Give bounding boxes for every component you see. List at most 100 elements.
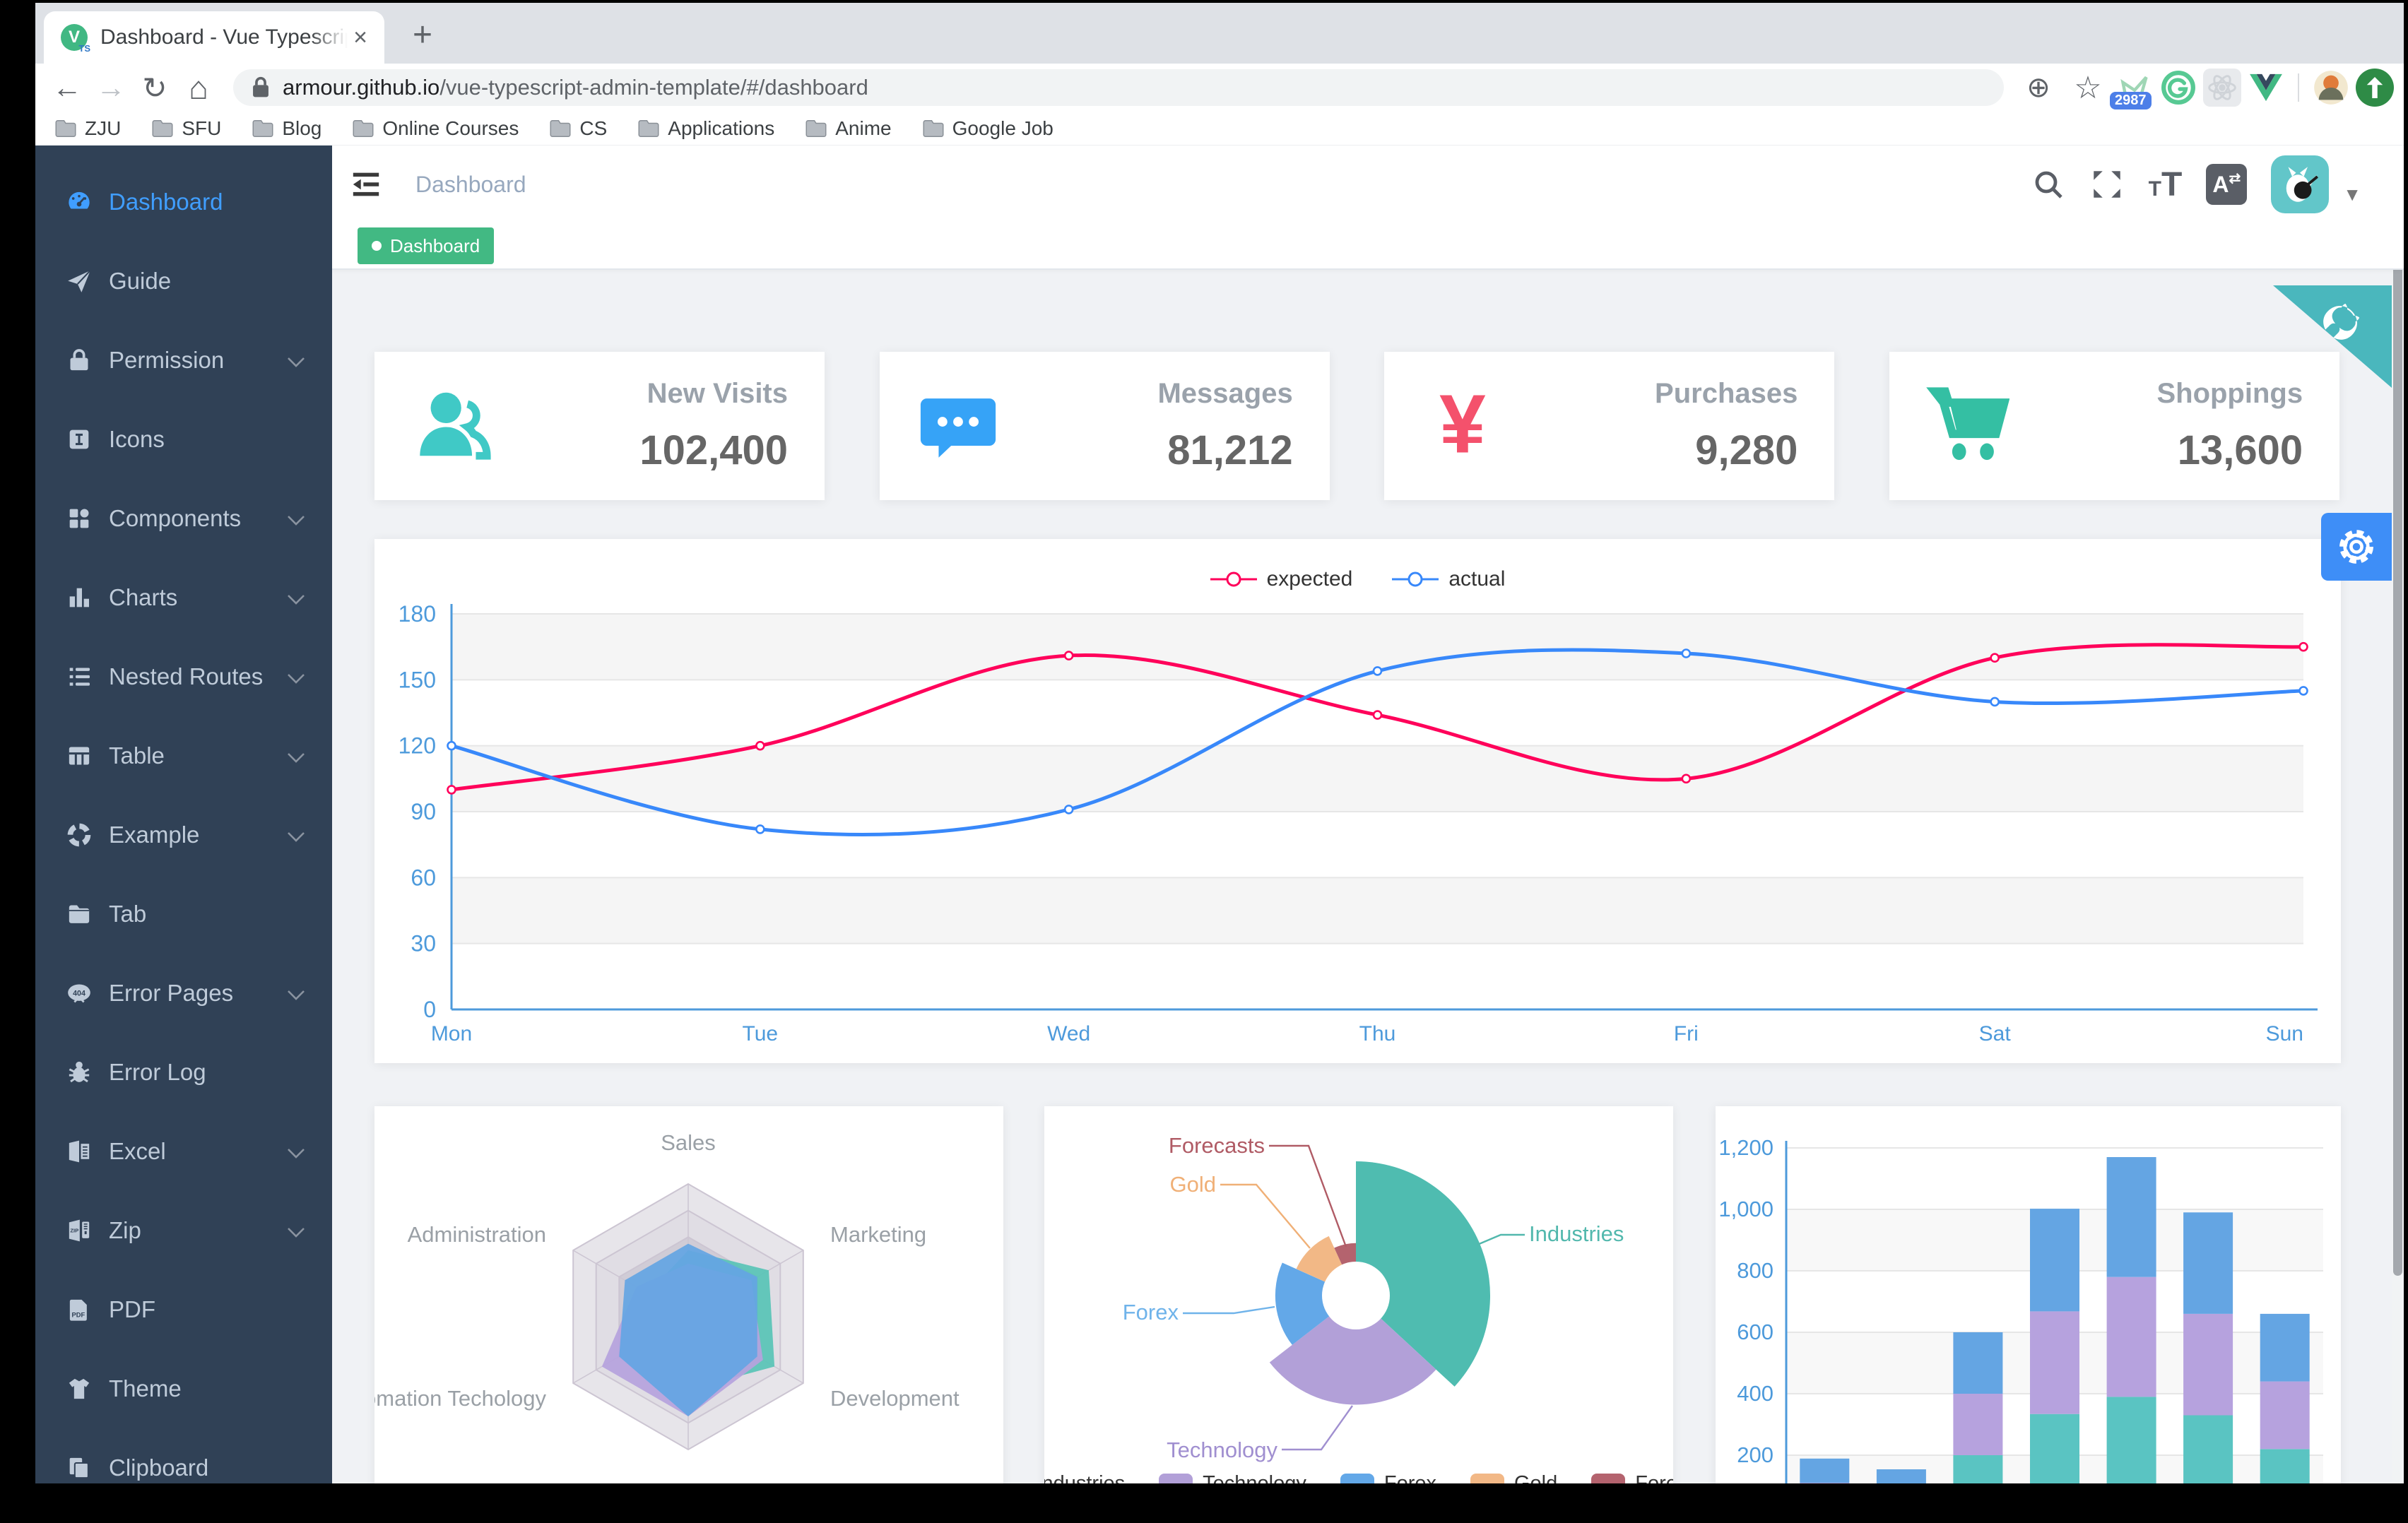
bookmark-item[interactable]: Applications [638,117,774,140]
sidebar-item-error-pages[interactable]: 404 Error Pages [35,954,332,1033]
zoom-plus-icon[interactable]: ⊕ [2026,72,2050,103]
sidebar-item-example[interactable]: Example [35,795,332,875]
text-size-icon[interactable]: TT [2148,165,2183,203]
bookmark-label: Google Job [952,117,1054,139]
sidebar-item-tab[interactable]: Tab [35,875,332,954]
fullscreen-icon[interactable] [2089,167,2125,202]
pie-chart-legend[interactable]: Industries Technology Forex Gold Forecasts [1044,1472,1673,1483]
bookmark-item[interactable]: ZJU [55,117,121,140]
sidebar-item-components[interactable]: Components [35,479,332,558]
bookmark-item[interactable]: SFU [152,117,221,140]
stat-value: 102,400 [639,427,788,473]
sidebar-item-nested-routes[interactable]: Nested Routes [35,637,332,716]
chevron-down-icon [287,742,305,769]
browser-window: VTS Dashboard - Vue Typescript Ad × + ← … [35,3,2404,1483]
svg-text:120: 120 [399,733,436,759]
legend-swatch [1470,1473,1504,1483]
bookmark-item[interactable]: CS [550,117,607,140]
folder-icon [805,119,827,137]
pie-legend-forecasts[interactable]: Forecasts [1591,1472,1673,1483]
extension-mail-icon[interactable]: 2987 [2110,69,2154,109]
sidebar-item-label: Dashboard [109,189,223,215]
legend-label: actual [1448,567,1506,591]
tab-strip: VTS Dashboard - Vue Typescript Ad × + [35,3,2404,64]
pie-legend-technology[interactable]: Technology [1159,1472,1306,1483]
browser-profile-avatar[interactable] [2312,69,2350,107]
settings-button[interactable] [2321,513,2392,581]
sidebar-item-label: Nested Routes [109,663,264,689]
svg-text:Wed: Wed [1047,1022,1090,1045]
stat-text: Purchases 9,280 [1655,378,1798,474]
extension-grammarly-icon[interactable] [2159,69,2197,107]
browser-tab[interactable]: VTS Dashboard - Vue Typescript Ad × [44,11,384,64]
pie-legend-industries[interactable]: Industries [1044,1472,1125,1483]
bookmark-item[interactable]: Blog [252,117,321,140]
close-tab-icon[interactable]: × [353,23,367,51]
sidebar-item-excel[interactable]: Excel [35,1112,332,1191]
translate-icon[interactable]: A ⇄ [2206,164,2248,205]
legend-expected[interactable]: expected [1210,567,1352,591]
toolbar-separator [2298,73,2299,102]
sidebar-item-guide[interactable]: Guide [35,242,332,321]
svg-text:Sales: Sales [661,1130,716,1155]
forward-icon[interactable]: → [96,71,126,104]
sidebar-item-table[interactable]: Table [35,716,332,795]
caret-down-icon[interactable]: ▼ [2343,183,2361,205]
bookmark-star-icon[interactable]: ☆ [2074,70,2102,105]
chevron-down-icon [287,347,305,374]
extension-react-icon[interactable] [2203,69,2241,107]
stat-card-shoppings[interactable]: Shoppings 13,600 [1889,352,2340,500]
bookmark-label: Blog [282,117,322,139]
legend-label: Forex [1383,1472,1436,1483]
radar-chart-card: Sales Administration Infomation Techology C… [340,1106,1003,1483]
stat-label: Messages [1157,378,1293,409]
sidebar-item-dashboard[interactable]: Dashboard [35,162,332,242]
bookmark-label: CS [579,117,608,139]
sidebar-item-icons[interactable]: Icons [35,400,332,479]
svg-text:PDF: PDF [71,1311,85,1318]
bookmark-item[interactable]: Online Courses [353,117,519,140]
back-icon[interactable]: ← [52,71,82,104]
sidebar-item-theme[interactable]: Theme [35,1349,332,1428]
extension-vue-icon[interactable] [2247,69,2285,107]
scrollbar-track[interactable] [2392,146,2404,1483]
new-tab-button[interactable]: + [412,16,433,54]
message-icon [916,383,1000,470]
stats-row-inner: New Visits 102,400 Messages 81,212 ¥ Purchase… [332,352,2404,500]
user-avatar[interactable] [2271,155,2330,213]
url-bar[interactable]: armour.github.io/vue-typescript-admin-te… [233,69,2004,106]
update-chrome-button[interactable] [2356,69,2394,107]
svg-text:180: 180 [399,601,436,627]
bookmark-label: ZJU [85,117,122,139]
app-area: Dashboard Guide Permission Icons Components C… [35,146,2404,1483]
svg-text:1,000: 1,000 [1718,1197,1773,1221]
bookmark-item[interactable]: Google Job [923,117,1054,140]
svg-text:200: 200 [1737,1442,1773,1467]
sidebar-item-charts[interactable]: Charts [35,558,332,637]
home-icon[interactable]: ⌂ [189,69,208,106]
scrollbar-thumb[interactable] [2393,174,2402,1276]
stat-card-purchases[interactable]: ¥ Purchases 9,280 [1384,352,1835,500]
stat-card-new-visits[interactable]: New Visits 102,400 [374,352,825,500]
vue-ts-favicon-icon: V TS [61,24,90,54]
bookmark-label: Applications [668,117,775,139]
legend-actual[interactable]: actual [1392,567,1505,591]
money-icon: ¥ [1421,377,1504,470]
sidebar-toggle-icon[interactable] [350,170,382,198]
tag-dashboard[interactable]: Dashboard [358,227,495,264]
reload-icon[interactable]: ↻ [142,71,167,105]
search-icon[interactable] [2031,167,2065,201]
bookmark-label: Online Courses [382,117,519,139]
github-corner[interactable] [2273,285,2392,388]
line-chart-legend[interactable]: expected actual [374,567,2341,591]
sidebar-item-zip[interactable]: ZIP Zip [35,1191,332,1270]
pie-legend-forex[interactable]: Forex [1340,1472,1436,1483]
stat-card-messages[interactable]: Messages 81,212 [879,352,1330,500]
pie-legend-gold[interactable]: Gold [1470,1472,1557,1483]
sidebar-item-clipboard[interactable]: Clipboard [35,1428,332,1483]
bookmark-item[interactable]: Anime [805,117,892,140]
sidebar-item-error-log[interactable]: Error Log [35,1033,332,1112]
sidebar-item-permission[interactable]: Permission [35,321,332,400]
sidebar-item-pdf[interactable]: PDF PDF [35,1270,332,1349]
sidebar-item-label: Clipboard [109,1454,209,1481]
